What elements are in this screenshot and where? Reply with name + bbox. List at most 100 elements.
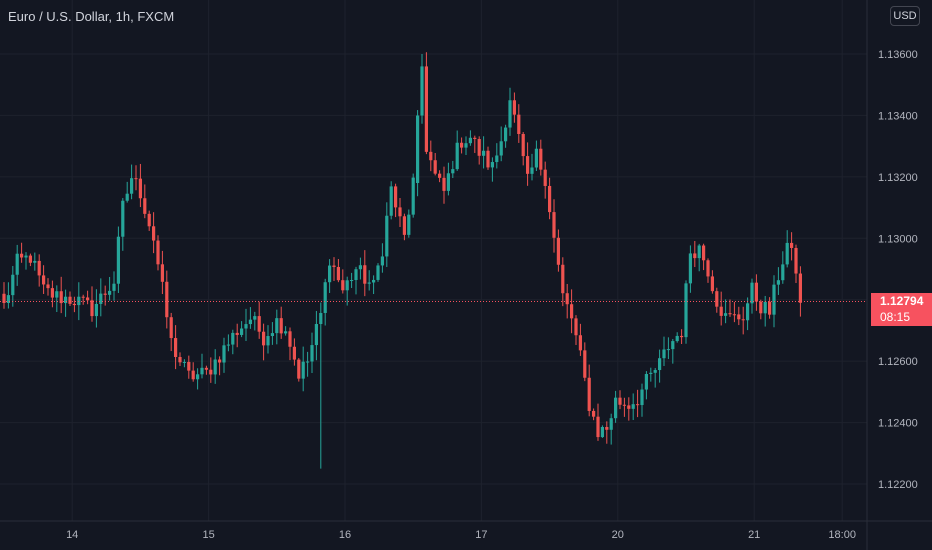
candle-body: [622, 404, 626, 406]
candle-body: [191, 370, 195, 380]
candle-body: [543, 169, 547, 186]
candle-body: [24, 255, 28, 258]
candle-body: [781, 264, 785, 281]
candle-body: [732, 314, 736, 316]
candle-body: [46, 284, 50, 289]
candle-body: [605, 426, 609, 430]
candle-body: [385, 215, 389, 257]
candle-body: [429, 151, 433, 161]
candle-body: [688, 253, 692, 284]
candle-body: [350, 280, 354, 282]
candle-body: [772, 284, 776, 315]
candle-body: [609, 418, 613, 430]
candle-body: [28, 255, 32, 263]
candle-body: [244, 324, 248, 329]
candle-body: [81, 296, 85, 298]
candle-body: [310, 345, 314, 362]
candle-body: [583, 350, 587, 378]
candle-body: [530, 167, 534, 174]
candle-body: [160, 264, 164, 282]
time-tick-label: 20: [612, 529, 624, 541]
candle-body: [658, 358, 662, 371]
candle-body: [737, 314, 741, 320]
candle-body: [345, 280, 349, 291]
candle-body: [570, 304, 574, 319]
candle-body: [499, 141, 503, 156]
candle-body: [759, 301, 763, 314]
candle-body: [11, 274, 15, 296]
time-tick-label: 17: [475, 529, 487, 541]
price-tick-label: 1.12200: [878, 479, 918, 491]
candle-body: [240, 328, 244, 335]
candle-body: [64, 296, 68, 304]
candle-body: [627, 405, 631, 409]
candle-body: [504, 127, 508, 142]
candle-body: [372, 279, 376, 283]
bar-countdown: 08:15: [880, 309, 911, 324]
candle-body: [649, 372, 653, 374]
candle-body: [561, 264, 565, 294]
candle-body: [77, 296, 81, 306]
candle-body: [147, 213, 151, 227]
candle-body: [138, 178, 142, 199]
candle-body: [521, 133, 525, 157]
candle-body: [548, 185, 552, 213]
candle-body: [451, 169, 455, 174]
price-axis: 1.136001.134001.132001.130001.128001.126…: [878, 49, 918, 491]
candle-body: [306, 361, 310, 363]
candle-body: [284, 331, 288, 334]
candle-body: [213, 359, 217, 375]
candle-body: [165, 281, 169, 318]
candle-body: [389, 186, 393, 216]
candle-body: [697, 245, 701, 259]
candle-body: [565, 293, 569, 305]
candle-body: [33, 260, 37, 263]
price-tick-label: 1.12400: [878, 418, 918, 430]
candle-body: [2, 293, 6, 303]
candle-body: [15, 253, 19, 275]
candle-body: [367, 282, 371, 284]
candle-body: [116, 236, 120, 284]
candle-body: [640, 389, 644, 406]
candle-body: [534, 148, 538, 168]
candle-body: [517, 114, 521, 134]
candle-body: [631, 404, 635, 409]
candle-body: [587, 377, 591, 411]
price-tick-label: 1.13200: [878, 172, 918, 184]
candle-body: [680, 335, 684, 338]
price-tick-label: 1.13000: [878, 233, 918, 245]
candle-body: [710, 276, 714, 292]
candle-body: [728, 313, 732, 315]
candle-body: [204, 367, 208, 370]
candle-body: [174, 338, 178, 357]
candle-body: [112, 283, 116, 291]
candle-body: [200, 367, 204, 375]
candle-body: [314, 324, 318, 346]
candle-body: [253, 316, 257, 320]
candle-body: [231, 332, 235, 345]
candle-body: [596, 416, 600, 438]
candle-body: [130, 178, 134, 194]
candle-body: [143, 198, 147, 214]
candle-body: [125, 193, 129, 201]
candle-body: [600, 426, 604, 438]
candle-body: [460, 142, 464, 148]
candle-body: [380, 256, 384, 266]
price-tick-label: 1.13400: [878, 110, 918, 122]
candle-body: [741, 319, 745, 321]
candle-body: [416, 115, 420, 183]
currency-button[interactable]: USD: [890, 6, 920, 26]
candle-body: [653, 370, 657, 373]
candle-body: [790, 242, 794, 248]
candle-body: [420, 66, 424, 116]
candle-body: [50, 288, 54, 298]
candle-body: [794, 247, 798, 274]
candle-body: [262, 331, 266, 346]
candle-body: [477, 138, 481, 156]
candle-body: [446, 173, 450, 191]
candle-body: [675, 335, 679, 342]
candle-body: [319, 312, 323, 325]
candle-body: [556, 237, 560, 265]
